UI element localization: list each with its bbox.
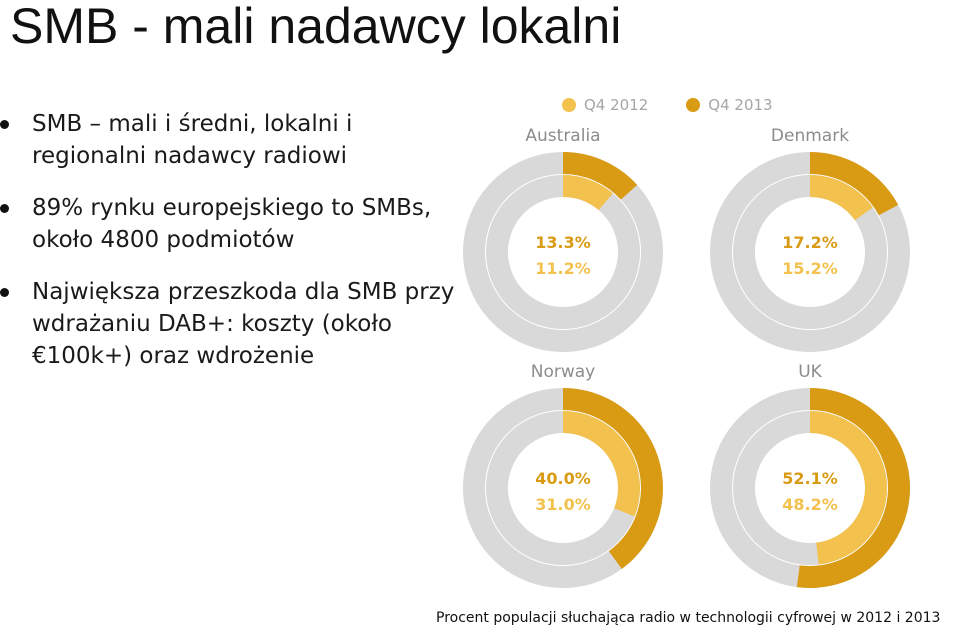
bullet-text: Największa przeszkoda dla SMB przy wdraż… — [32, 279, 455, 369]
donut-slice-q4-2013 — [563, 152, 638, 200]
data-label-q4-2012: 48.2% — [782, 495, 838, 514]
chart-caption: Procent populacji słuchająca radio w tec… — [436, 610, 941, 626]
bullet-text: 89% rynku europejskiego to SMBs, około 4… — [32, 195, 432, 253]
bullet-text: SMB – mali i średni, lokalni i regionaln… — [32, 111, 353, 169]
page-title: SMB - mali nadawcy lokalni — [10, 0, 622, 54]
bullet-dot — [0, 120, 9, 129]
data-label-q4-2013: 13.3% — [535, 233, 591, 252]
data-label-q4-2013: 17.2% — [782, 233, 838, 252]
donut-slice-q4-2012 — [563, 175, 613, 211]
legend-label: Q4 2012 — [584, 96, 649, 114]
donut-slice-q4-2013 — [810, 152, 899, 216]
donut-chart: 17.2% 15.2% — [710, 152, 910, 352]
legend-item-q4-2012: Q4 2012 — [562, 96, 648, 114]
bullet-dot — [0, 288, 9, 297]
legend-label: Q4 2013 — [708, 96, 773, 114]
bullet-item: Największa przeszkoda dla SMB przy wdraż… — [0, 276, 470, 372]
panel-label: UK — [798, 362, 822, 382]
donut-slice-q4-2012 — [563, 411, 640, 517]
donut-slice-q4-2013 — [563, 388, 663, 569]
donut-slice-q4-2012 — [810, 175, 873, 221]
donut-slice-q4-2013 — [796, 388, 910, 588]
donut-panel-uk: UK 52.1% 48.2% — [710, 362, 910, 592]
panel-label: Denmark — [770, 126, 850, 146]
chart-legend: Q4 2012 Q4 2013 — [562, 96, 773, 114]
data-label-q4-2013: 52.1% — [782, 469, 838, 488]
bullet-dot — [0, 204, 9, 213]
donut-chart: 13.3% 11.2% — [463, 152, 663, 352]
donut-slice-q4-2012 — [810, 411, 887, 565]
donut-panel-norway: Norway 40.0% 31.0% — [463, 362, 663, 592]
donut-chart: 40.0% 31.0% — [463, 388, 663, 588]
data-label-q4-2012: 31.0% — [535, 495, 591, 514]
panel-label: Norway — [530, 362, 596, 382]
legend-swatch-q4-2012 — [562, 98, 576, 112]
bullet-list: SMB – mali i średni, lokalni i regionaln… — [0, 108, 470, 392]
bullet-item: 89% rynku europejskiego to SMBs, około 4… — [0, 192, 470, 256]
data-label-q4-2012: 11.2% — [535, 259, 591, 278]
legend-item-q4-2013: Q4 2013 — [686, 96, 773, 114]
legend-swatch-q4-2013 — [686, 98, 701, 112]
donut-track-q4-2012 — [486, 175, 641, 329]
data-label-q4-2012: 15.2% — [782, 259, 838, 278]
data-label-q4-2013: 40.0% — [535, 469, 591, 488]
donut-panel-denmark: Denmark 17.2% 15.2% — [710, 126, 910, 356]
donut-chart: 52.1% 48.2% — [710, 388, 910, 588]
panel-label: Australia — [525, 126, 601, 146]
donut-panel-australia: Australia 13.3% 11.2% — [463, 126, 663, 356]
bullet-item: SMB – mali i średni, lokalni i regionaln… — [0, 108, 470, 172]
